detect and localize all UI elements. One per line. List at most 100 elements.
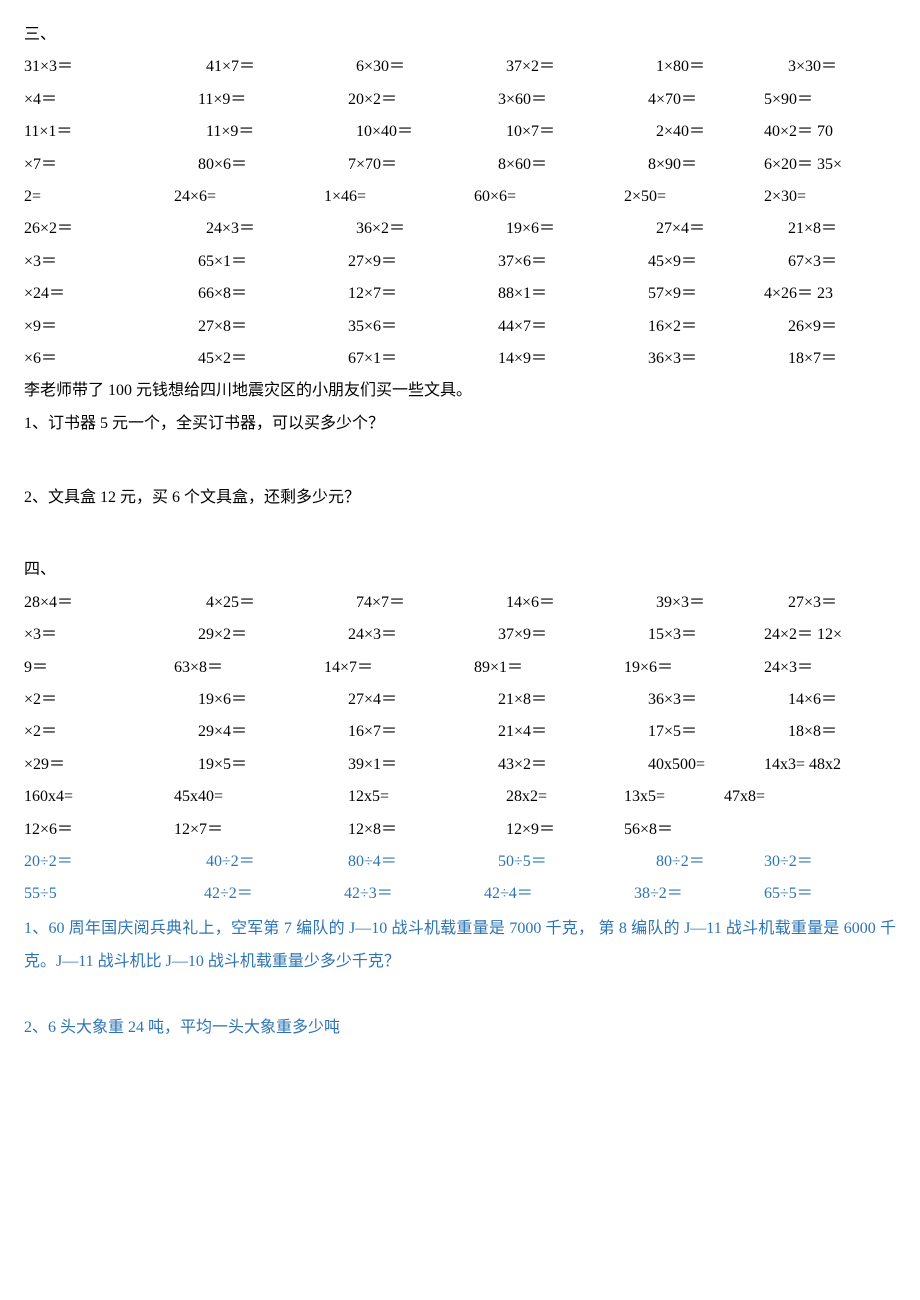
eq: 14×6＝ [474, 588, 624, 618]
eq: 20×2＝ [324, 85, 474, 115]
eq: 57×9＝ [624, 279, 764, 309]
eq: 1×80＝ [624, 52, 764, 82]
eq [764, 815, 874, 845]
eq: 29×4＝ [174, 717, 324, 747]
eq: 5×90＝ [764, 85, 874, 115]
eq: 56×8＝ [624, 815, 764, 845]
eq: 13x5= [624, 782, 724, 812]
eq: 10×7＝ [474, 117, 624, 147]
eq: 17×5＝ [624, 717, 764, 747]
section-4-blue-grid: 20÷2＝40÷2＝80÷4＝50÷5＝80÷2＝30÷2＝ 55÷542÷2＝… [24, 847, 896, 910]
eq: 3×60＝ [474, 85, 624, 115]
eq: ×2＝ [24, 717, 174, 747]
eq: 11×9＝ [174, 85, 324, 115]
eq: 19×6＝ [474, 214, 624, 244]
section-3-q2: 2、文具盒 12 元，买 6 个文具盒，还剩多少元？ [24, 483, 896, 513]
section-4-heading: 四、 [24, 555, 896, 585]
eq: 16×2＝ [624, 312, 764, 342]
eq: 20÷2＝ [24, 847, 174, 877]
eq: 4×25＝ [174, 588, 324, 618]
eq: 28x2= [474, 782, 624, 812]
eq: 36×3＝ [624, 344, 764, 374]
eq: 27×4＝ [324, 685, 474, 715]
eq: 66×8＝ [174, 279, 324, 309]
section-3-q1: 1、订书器 5 元一个，全买订书器，可以买多少个？ [24, 409, 896, 439]
eq: 37×9＝ [474, 620, 624, 650]
eq: 80×6＝ [174, 150, 324, 180]
eq: 45x40= [174, 782, 324, 812]
eq: 3×30＝ [764, 52, 874, 82]
eq: ×29＝ [24, 750, 174, 780]
eq: 24×2＝ 12× [764, 620, 842, 650]
eq: 45×2＝ [174, 344, 324, 374]
eq: 50÷5＝ [474, 847, 624, 877]
eq: 10×40＝ [324, 117, 474, 147]
eq: 47x8= [724, 782, 765, 812]
eq: 2×50= [624, 182, 764, 212]
eq: 36×3＝ [624, 685, 764, 715]
eq: 27×3＝ [764, 588, 874, 618]
eq: 31×3＝ [24, 52, 174, 82]
eq: 6×20＝ 35× [764, 150, 842, 180]
section-3-grid: 31×3＝41×7＝6×30＝37×2＝1×80＝3×30＝ ×4＝11×9＝2… [24, 52, 896, 374]
eq: 18×7＝ [764, 344, 874, 374]
eq: 12×7＝ [174, 815, 324, 845]
eq: 8×60＝ [474, 150, 624, 180]
eq: 14×6＝ [764, 685, 874, 715]
eq: 11×9＝ [174, 117, 324, 147]
eq: 39×1＝ [324, 750, 474, 780]
eq: 16×7＝ [324, 717, 474, 747]
eq: 15×3＝ [624, 620, 764, 650]
eq: 160x4= [24, 782, 174, 812]
eq: 24×6= [174, 182, 324, 212]
eq: 37×2＝ [474, 52, 624, 82]
eq: 43×2＝ [474, 750, 624, 780]
eq: 39×3＝ [624, 588, 764, 618]
eq: 67×1＝ [324, 344, 474, 374]
eq: 1×46= [324, 182, 474, 212]
eq: 26×9＝ [764, 312, 874, 342]
eq: 7×70＝ [324, 150, 474, 180]
eq: 14x3= 48x2 [764, 750, 841, 780]
eq: 19×5＝ [174, 750, 324, 780]
eq: 12×9＝ [474, 815, 624, 845]
eq: 9＝ [24, 653, 174, 683]
eq: 26×2＝ [24, 214, 174, 244]
eq: 42÷4＝ [484, 879, 634, 909]
eq: 44×7＝ [474, 312, 624, 342]
eq: 27×4＝ [624, 214, 764, 244]
eq: 28×4＝ [24, 588, 174, 618]
eq: 21×8＝ [474, 685, 624, 715]
eq: 14×9＝ [474, 344, 624, 374]
eq: 42÷2＝ [204, 879, 344, 909]
eq: 18×8＝ [764, 717, 874, 747]
eq: 74×7＝ [324, 588, 474, 618]
eq: 27×8＝ [174, 312, 324, 342]
eq: 19×6＝ [624, 653, 764, 683]
eq: 55÷5 [24, 879, 204, 909]
section-4-grid: 28×4＝4×25＝74×7＝14×6＝39×3＝27×3＝ ×3＝29×2＝2… [24, 588, 896, 845]
section-4-q1: 1、60 周年国庆阅兵典礼上，空军第 7 编队的 J—10 战斗机载重量是 70… [24, 912, 896, 979]
eq: 40x500= [624, 750, 764, 780]
eq: 4×70＝ [624, 85, 764, 115]
eq: 12×8＝ [324, 815, 474, 845]
eq: ×24＝ [24, 279, 174, 309]
eq: 80÷2＝ [624, 847, 764, 877]
eq: 2×40＝ [624, 117, 764, 147]
eq: 21×8＝ [764, 214, 874, 244]
eq: 67×3＝ [764, 247, 874, 277]
eq: 8×90＝ [624, 150, 764, 180]
eq: ×3＝ [24, 247, 174, 277]
eq: 2×30= [764, 182, 874, 212]
eq: ×4＝ [24, 85, 174, 115]
eq: 12×6＝ [24, 815, 174, 845]
eq: 29×2＝ [174, 620, 324, 650]
eq: 45×9＝ [624, 247, 764, 277]
eq: 40×2＝ 70 [764, 117, 833, 147]
eq: ×7＝ [24, 150, 174, 180]
eq: 12×7＝ [324, 279, 474, 309]
eq: 24×3＝ [324, 620, 474, 650]
eq: 41×7＝ [174, 52, 324, 82]
eq: 80÷4＝ [324, 847, 474, 877]
eq: 27×9＝ [324, 247, 474, 277]
